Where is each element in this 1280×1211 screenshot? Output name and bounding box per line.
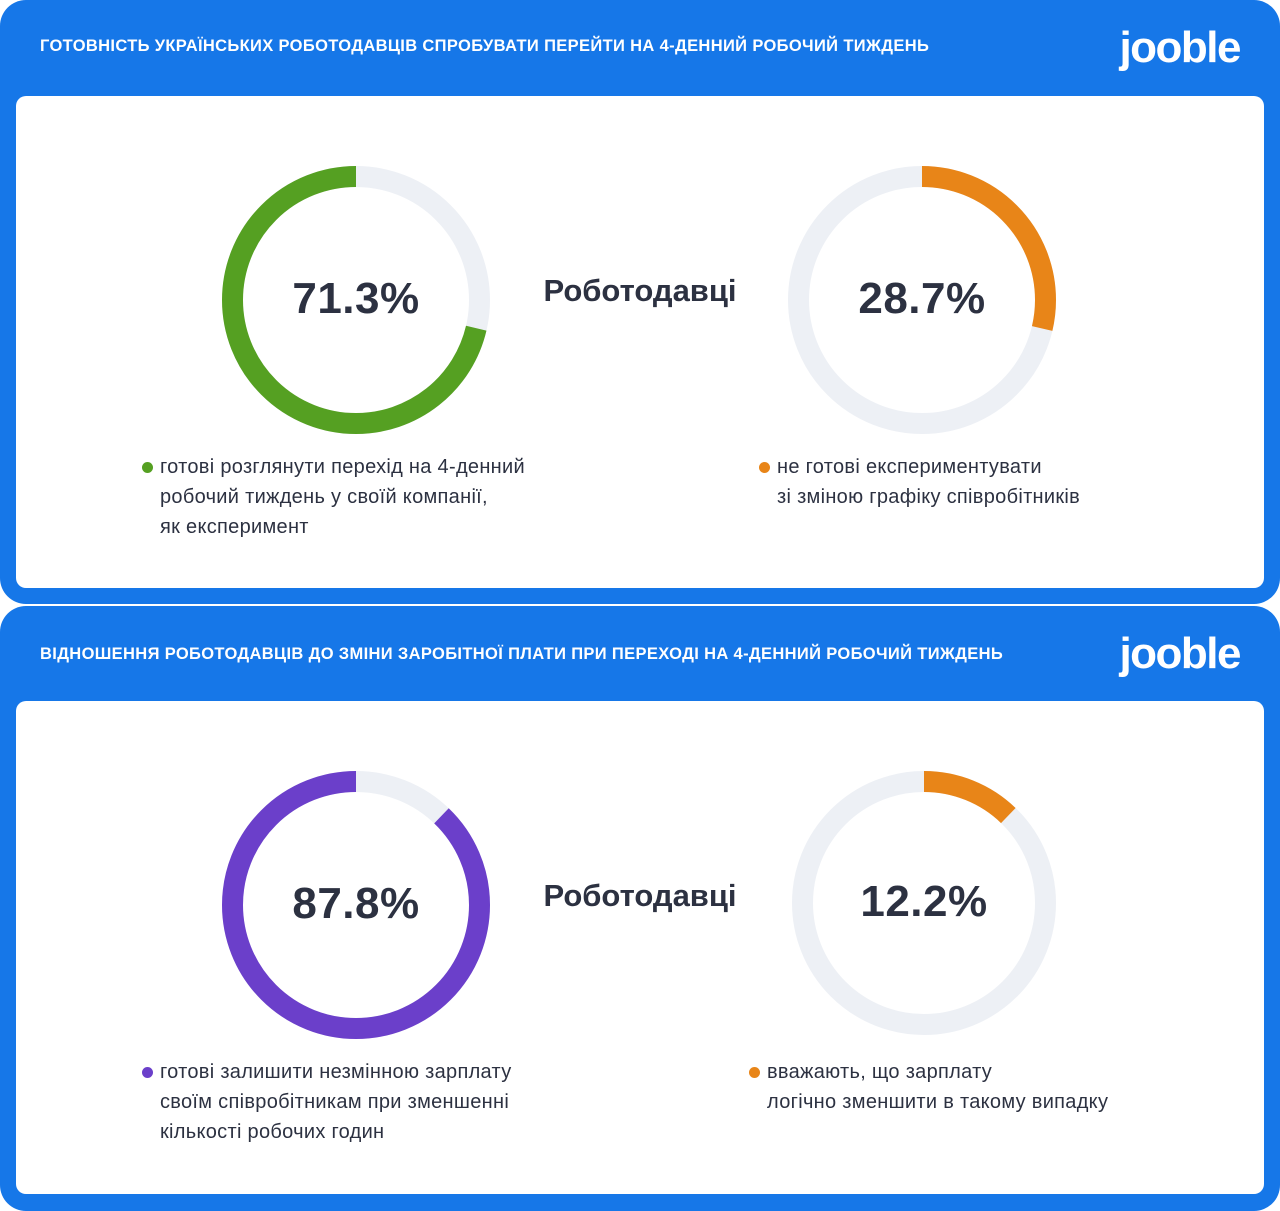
jooble-logo: jooble: [1119, 629, 1241, 678]
donut-arc: [222, 771, 490, 1039]
donut-svg: [788, 166, 1056, 434]
legend-dot-green: [142, 462, 153, 473]
legend-keep-salary: готові залишити незмінною зарплату своїм…: [142, 1057, 512, 1147]
donut-svg: [222, 771, 490, 1039]
chart-card: [16, 96, 1264, 588]
legend-line: вважають, що зарплату: [767, 1061, 993, 1083]
legend-line: логічно зменшити в такому випадку: [767, 1091, 1109, 1113]
legend-line: як експеримент: [160, 516, 309, 538]
donut-arc: [788, 166, 1056, 434]
legend-line: робочий тиждень у своїй компанії,: [160, 486, 488, 508]
donut-svg: [792, 771, 1056, 1035]
donut-svg: [222, 166, 490, 434]
donut-arc: [792, 771, 1056, 1035]
panel-title: ВІДНОШЕННЯ РОБОТОДАВЦІВ ДО ЗМІНИ ЗАРОБІТ…: [40, 645, 1004, 663]
percent-label: 12.2%: [860, 877, 988, 926]
legend-line: своїм співробітникам при зменшенні: [160, 1091, 510, 1113]
legend-line: не готові експериментувати: [777, 456, 1042, 478]
donut-not-ready: 28.7%: [788, 166, 1056, 434]
donut-reduce-salary: 12.2%: [792, 771, 1056, 1035]
legend-not-ready: не готові експериментувати зі зміною гра…: [759, 452, 1081, 512]
donut-keep-salary: 87.8%: [222, 771, 490, 1039]
center-label: Роботодавці: [543, 273, 737, 308]
percent-label: 87.8%: [292, 879, 420, 928]
legend-line: готові розглянути перехід на 4-денний: [160, 456, 525, 478]
jooble-logo: jooble: [1119, 23, 1241, 72]
donut-ready-to-try: 71.3%: [222, 166, 490, 434]
center-label: Роботодавці: [543, 878, 737, 913]
legend-line: зі зміною графіку співробітників: [777, 486, 1081, 508]
legend-reduce-salary: вважають, що зарплату логічно зменшити в…: [749, 1057, 1109, 1117]
legend-line: кількості робочих годин: [160, 1121, 385, 1143]
legend-line: готові залишити незмінною зарплату: [160, 1061, 512, 1083]
panel-title: ГОТОВНІСТЬ УКРАЇНСЬКИХ РОБОТОДАВЦІВ СПРО…: [40, 37, 930, 55]
legend-ready-to-try: готові розглянути перехід на 4-денний ро…: [142, 452, 525, 542]
donut-arc: [222, 166, 490, 434]
chart-card: [16, 701, 1264, 1194]
percent-label: 28.7%: [858, 274, 986, 323]
legend-dot-orange: [759, 462, 770, 473]
legend-dot-purple: [142, 1067, 153, 1078]
percent-label: 71.3%: [292, 274, 420, 323]
legend-dot-orange: [749, 1067, 760, 1078]
